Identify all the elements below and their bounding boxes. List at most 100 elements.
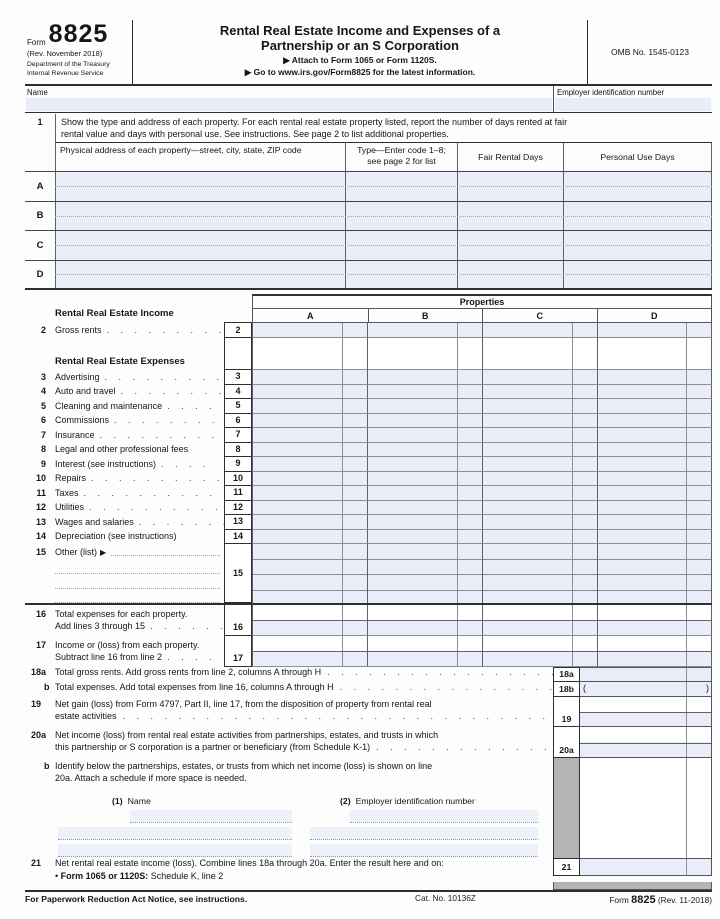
name-write-in-line[interactable] [58, 827, 292, 840]
property-input-cell[interactable] [252, 471, 367, 486]
amount-input[interactable] [580, 697, 712, 727]
amount-input[interactable]: ( ) [580, 682, 712, 697]
property-row-inputs[interactable] [55, 172, 712, 201]
property-row-inputs[interactable] [55, 201, 712, 230]
property-row-inputs[interactable] [55, 231, 712, 260]
property-input-cell[interactable] [367, 370, 482, 385]
property-input-cell[interactable] [597, 442, 712, 457]
property-input-cell[interactable] [252, 486, 367, 501]
name-write-in-line[interactable] [130, 810, 292, 823]
property-input-cell[interactable] [367, 413, 482, 428]
property-input-cell[interactable] [367, 471, 482, 486]
property-input-cell[interactable] [367, 529, 482, 544]
property-input-cell[interactable] [367, 636, 482, 667]
property-input-cell[interactable] [597, 544, 712, 603]
property-input-cell[interactable] [367, 442, 482, 457]
property-input-cell[interactable] [482, 636, 597, 667]
property-input-cell[interactable] [367, 384, 482, 399]
property-input-cell[interactable] [252, 500, 367, 515]
name-input[interactable] [26, 98, 552, 111]
property-input-cell[interactable] [597, 636, 712, 667]
property-input-cell[interactable] [482, 544, 597, 603]
property-input-cell[interactable] [252, 636, 367, 667]
property-input-cell[interactable] [367, 457, 482, 472]
amount-input[interactable] [580, 667, 712, 682]
property-input-cell[interactable] [482, 322, 597, 338]
property-input-cell[interactable] [597, 457, 712, 472]
property-input-cell[interactable] [367, 428, 482, 443]
property-input-cell[interactable] [367, 515, 482, 530]
property-input-cell[interactable] [367, 399, 482, 414]
ein-write-in-line[interactable] [310, 844, 538, 857]
property-input-cell[interactable] [597, 370, 712, 385]
property-input-cell[interactable] [482, 529, 597, 544]
property-input-cell[interactable] [252, 515, 367, 530]
spacer-cell [482, 338, 597, 370]
arrow-right-icon: ▶ [100, 547, 107, 557]
line8-row: 8 Legal and other professional fees 8 [25, 442, 712, 457]
property-input-cell[interactable] [597, 486, 712, 501]
property-input-cell[interactable] [367, 500, 482, 515]
ein-write-in-line[interactable] [350, 810, 538, 823]
property-input-cell[interactable] [252, 605, 367, 636]
property-input-cell[interactable] [252, 399, 367, 414]
ein-write-in-line[interactable] [310, 827, 538, 840]
property-input-cell[interactable] [597, 529, 712, 544]
property-input-cell[interactable] [252, 442, 367, 457]
line-label: Insurance [55, 429, 95, 440]
line17-row: 17 Income or (loss) from each property. … [25, 636, 712, 667]
line15-label-area: 15 Other (list) ▶ [25, 544, 224, 603]
property-input-cell[interactable] [252, 529, 367, 544]
property-input-cell[interactable] [482, 370, 597, 385]
property-input-cell[interactable] [367, 544, 482, 603]
dot-leader: . . . . . . . [138, 516, 224, 527]
identify-name-label: (1) Name [112, 796, 151, 806]
line-number-box: 10 [224, 471, 252, 486]
line-number-box: 19 [553, 697, 580, 727]
property-input-cell[interactable] [597, 399, 712, 414]
property-input-cell[interactable] [482, 500, 597, 515]
line-number-box: 16 [224, 605, 252, 636]
line-number-box: 6 [224, 413, 252, 428]
property-input-cell[interactable] [252, 544, 367, 603]
property-input-cell[interactable] [482, 515, 597, 530]
property-input-cell[interactable] [367, 605, 482, 636]
property-input-cell[interactable] [482, 399, 597, 414]
property-input-cell[interactable] [367, 486, 482, 501]
write-in-line[interactable] [55, 573, 220, 574]
property-input-cell[interactable] [597, 500, 712, 515]
property-input-cell[interactable] [597, 471, 712, 486]
ein-input[interactable] [555, 98, 711, 111]
property-input-cell[interactable] [597, 413, 712, 428]
write-in-line[interactable] [55, 602, 220, 603]
property-input-cell[interactable] [252, 322, 367, 338]
property-input-cell[interactable] [482, 413, 597, 428]
property-input-cell[interactable] [252, 413, 367, 428]
property-input-cell[interactable] [252, 457, 367, 472]
property-input-cell[interactable] [482, 471, 597, 486]
property-input-cell[interactable] [367, 322, 482, 338]
amount-input[interactable] [580, 858, 712, 876]
line-number: 10 [35, 473, 46, 484]
write-in-line[interactable] [55, 588, 220, 589]
property-input-cell[interactable] [482, 428, 597, 443]
property-input-cell[interactable] [252, 370, 367, 385]
property-input-cell[interactable] [482, 442, 597, 457]
name-write-in-line[interactable] [58, 844, 292, 857]
property-input-cell[interactable] [482, 605, 597, 636]
property-input-cell[interactable] [597, 515, 712, 530]
property-input-cell[interactable] [252, 384, 367, 399]
property-input-cell[interactable] [597, 605, 712, 636]
property-input-cell[interactable] [597, 428, 712, 443]
property-input-cell[interactable] [482, 486, 597, 501]
property-input-cell[interactable] [597, 384, 712, 399]
amount-input[interactable] [580, 727, 712, 758]
property-input-cell[interactable] [252, 428, 367, 443]
property-input-cell[interactable] [482, 384, 597, 399]
col-header-type: Type—Enter code 1–8; see page 2 for list [345, 142, 457, 172]
property-input-cell[interactable] [597, 322, 712, 338]
line-number-box: 18b [553, 682, 580, 697]
property-row-inputs[interactable] [55, 260, 712, 288]
write-in-line[interactable] [111, 548, 220, 557]
property-input-cell[interactable] [482, 457, 597, 472]
